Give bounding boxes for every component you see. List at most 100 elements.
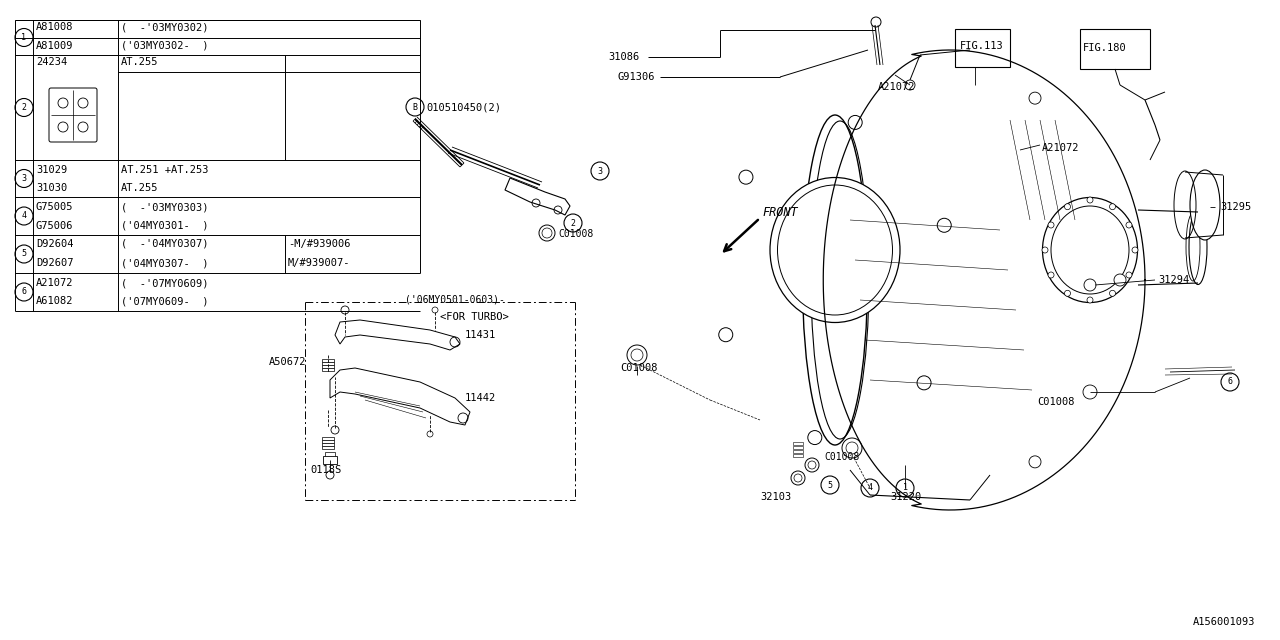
Text: (  -'07MY0609): ( -'07MY0609) [122, 278, 209, 288]
Text: 32103: 32103 [760, 492, 791, 502]
Text: 24234: 24234 [36, 57, 68, 67]
Bar [323, 365, 334, 368]
Ellipse shape [771, 177, 900, 323]
Bar [325, 452, 335, 456]
Text: 5: 5 [827, 481, 832, 490]
Ellipse shape [1190, 170, 1220, 240]
Text: -M/#939006: -M/#939006 [288, 239, 351, 249]
Circle shape [627, 345, 646, 365]
Ellipse shape [803, 115, 868, 445]
Circle shape [1042, 247, 1048, 253]
Text: 31086: 31086 [608, 52, 639, 62]
Circle shape [1065, 204, 1070, 210]
Text: 11442: 11442 [465, 393, 497, 403]
Text: ('03MY0302-  ): ('03MY0302- ) [122, 41, 209, 51]
Text: M/#939007-: M/#939007- [288, 258, 351, 268]
Circle shape [1048, 272, 1053, 278]
Text: 6: 6 [22, 287, 27, 296]
Bar [323, 362, 334, 365]
Text: A21072: A21072 [1042, 143, 1079, 153]
Ellipse shape [1042, 198, 1138, 303]
Text: B: B [412, 102, 417, 111]
Text: G91306: G91306 [618, 72, 655, 82]
Text: AT.255: AT.255 [122, 57, 159, 67]
Text: 31030: 31030 [36, 183, 68, 193]
Text: G75005: G75005 [36, 202, 73, 212]
Circle shape [842, 438, 861, 458]
Text: A21072: A21072 [36, 278, 73, 288]
Text: 0118S: 0118S [310, 465, 342, 475]
Bar [794, 446, 803, 449]
Text: D92607: D92607 [36, 258, 73, 268]
Text: ('04MY0301-  ): ('04MY0301- ) [122, 221, 209, 231]
Ellipse shape [1189, 209, 1207, 285]
Circle shape [1126, 272, 1132, 278]
Circle shape [1087, 197, 1093, 203]
Circle shape [739, 170, 753, 184]
Ellipse shape [1051, 206, 1129, 294]
Bar [794, 442, 803, 445]
Bar [794, 450, 803, 453]
Bar [323, 437, 334, 440]
Circle shape [805, 458, 819, 472]
Bar [323, 456, 337, 464]
Text: ('06MY0501-0603)-: ('06MY0501-0603)- [404, 295, 504, 305]
Circle shape [719, 328, 732, 342]
Text: (  -'03MY0302): ( -'03MY0302) [122, 22, 209, 32]
Circle shape [1132, 247, 1138, 253]
Circle shape [916, 376, 931, 390]
Circle shape [808, 431, 822, 445]
Text: A50672: A50672 [269, 357, 306, 367]
Text: (  -'04MY0307): ( -'04MY0307) [122, 239, 209, 249]
Circle shape [791, 471, 805, 485]
Text: D92604: D92604 [36, 239, 73, 249]
Text: G75006: G75006 [36, 221, 73, 231]
Circle shape [937, 218, 951, 232]
Circle shape [849, 115, 863, 129]
Text: 2: 2 [22, 103, 27, 112]
Bar [794, 454, 803, 457]
Text: AT.255: AT.255 [122, 183, 159, 193]
Text: FIG.113: FIG.113 [960, 41, 1004, 51]
Text: A81008: A81008 [36, 22, 73, 32]
Text: A61082: A61082 [36, 296, 73, 306]
Text: C01008: C01008 [620, 363, 658, 373]
Circle shape [1029, 92, 1041, 104]
Bar [955, 29, 1010, 67]
Text: AT.251 +AT.253: AT.251 +AT.253 [122, 165, 209, 175]
Bar [323, 443, 334, 446]
Text: 3: 3 [598, 166, 603, 175]
Bar [323, 446, 334, 449]
Circle shape [1029, 456, 1041, 468]
Text: FRONT: FRONT [762, 205, 797, 218]
Text: 1: 1 [902, 483, 908, 493]
Circle shape [1110, 204, 1115, 210]
Text: ('07MY0609-  ): ('07MY0609- ) [122, 296, 209, 306]
Text: 6: 6 [1228, 378, 1233, 387]
Text: A81009: A81009 [36, 41, 73, 51]
Text: C01008: C01008 [558, 229, 593, 239]
Text: 31295: 31295 [1220, 202, 1252, 212]
Text: C01008: C01008 [1038, 397, 1075, 407]
Text: (  -'03MY0303): ( -'03MY0303) [122, 202, 209, 212]
Circle shape [1065, 291, 1070, 296]
Text: 010510450(2): 010510450(2) [426, 102, 500, 112]
Text: 5: 5 [22, 250, 27, 259]
Bar [323, 440, 334, 443]
Text: 3: 3 [22, 174, 27, 183]
Text: 11431: 11431 [465, 330, 497, 340]
Circle shape [1048, 222, 1053, 228]
Text: A156001093: A156001093 [1193, 617, 1254, 627]
Bar [323, 368, 334, 371]
Text: C01008: C01008 [824, 452, 860, 462]
Bar [323, 359, 334, 362]
Text: 31294: 31294 [1158, 275, 1189, 285]
Circle shape [1083, 385, 1097, 399]
Text: 31220: 31220 [890, 492, 922, 502]
Text: 31029: 31029 [36, 165, 68, 175]
Text: 4: 4 [868, 483, 873, 493]
Text: 2: 2 [571, 218, 576, 227]
Text: A21072: A21072 [878, 82, 915, 92]
Bar [1080, 29, 1149, 69]
Text: ('04MY0307-  ): ('04MY0307- ) [122, 258, 209, 268]
